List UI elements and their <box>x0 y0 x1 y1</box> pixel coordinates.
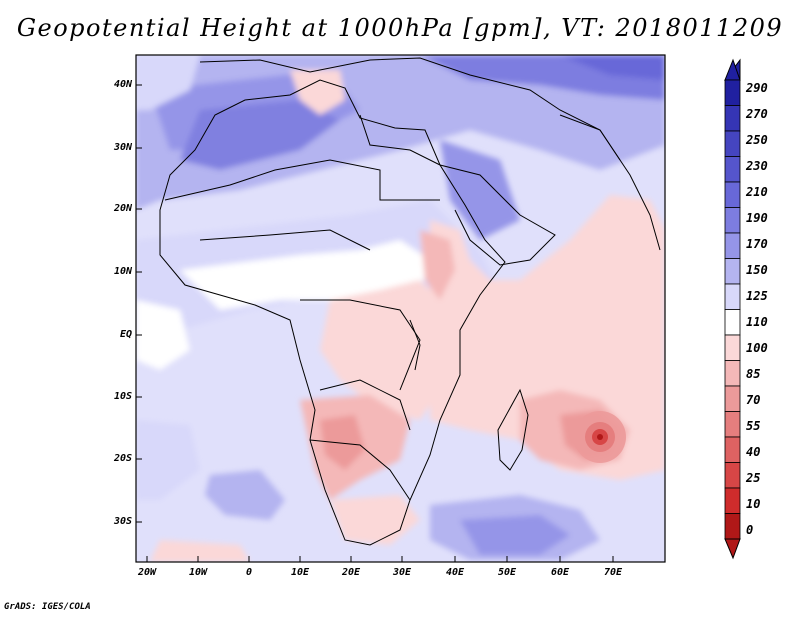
lon-label: 40E <box>445 567 465 578</box>
colorbar-label: 110 <box>746 315 768 329</box>
credit-text: GrADS: IGES/COLA <box>4 602 91 612</box>
colorbar-label: 70 <box>746 393 761 407</box>
colorbar-label: 25 <box>746 471 761 485</box>
colorbar-label: 55 <box>746 419 761 433</box>
colorbar-swatch <box>724 513 741 540</box>
colorbar-swatch <box>724 411 741 438</box>
lon-label: 60E <box>550 567 570 578</box>
colorbar-swatch <box>724 360 741 387</box>
lon-label: 70E <box>603 567 623 578</box>
colorbar-label: 170 <box>746 237 768 251</box>
colorbar-label: 85 <box>746 367 761 381</box>
colorbar-swatch <box>724 309 741 336</box>
colorbar-swatch <box>724 487 741 514</box>
colorbar-label: 250 <box>746 133 768 147</box>
colorbar-swatch <box>724 207 741 234</box>
colorbar-swatch <box>724 334 741 361</box>
colorbar-swatch <box>724 283 741 310</box>
colorbar-swatch <box>724 105 741 132</box>
lon-label: 10E <box>290 567 310 578</box>
colorbar-label: 40 <box>746 445 761 459</box>
colorbar-label: 270 <box>746 107 768 121</box>
colorbar-label: 10 <box>746 497 761 511</box>
lat-label: 30S <box>113 516 132 527</box>
lat-label: 20N <box>113 203 132 214</box>
coastlines <box>159 57 661 546</box>
colorbar-label: 230 <box>746 159 768 173</box>
colorbar-swatch <box>724 79 741 106</box>
lon-label: 10W <box>188 567 208 578</box>
colorbar-swatch <box>724 181 741 208</box>
colorbar <box>724 58 741 560</box>
colorbar-swatch <box>724 462 741 489</box>
lat-label: 20S <box>113 453 132 464</box>
lat-label: 30N <box>113 142 132 153</box>
lat-label: 10N <box>113 266 132 277</box>
colorbar-label: 125 <box>746 289 768 303</box>
colorbar-label: 190 <box>746 211 768 225</box>
colorbar-label: 100 <box>746 341 768 355</box>
colorbar-swatch <box>724 130 741 157</box>
colorbar-label: 150 <box>746 263 768 277</box>
colorbar-swatch <box>724 385 741 412</box>
lat-label: 10S <box>113 391 132 402</box>
colorbar-swatch <box>724 232 741 259</box>
colorbar-swatch <box>724 156 741 183</box>
lon-label: 20W <box>137 567 157 578</box>
lon-label: 20E <box>341 567 361 578</box>
colorbar-swatch <box>724 436 741 463</box>
lat-label: EQ <box>119 329 132 340</box>
lat-label: 40N <box>113 79 132 90</box>
lon-label: 50E <box>497 567 517 578</box>
height-field <box>136 55 665 562</box>
colorbar-label: 210 <box>746 185 768 199</box>
colorbar-swatch <box>724 258 741 285</box>
colorbar-label: 0 <box>746 523 754 537</box>
lon-label: 30E <box>392 567 412 578</box>
lon-label: 0 <box>245 567 253 578</box>
colorbar-label: 290 <box>746 81 768 95</box>
map-title: Geopotential Height at 1000hPa [gpm], VT… <box>16 14 784 42</box>
